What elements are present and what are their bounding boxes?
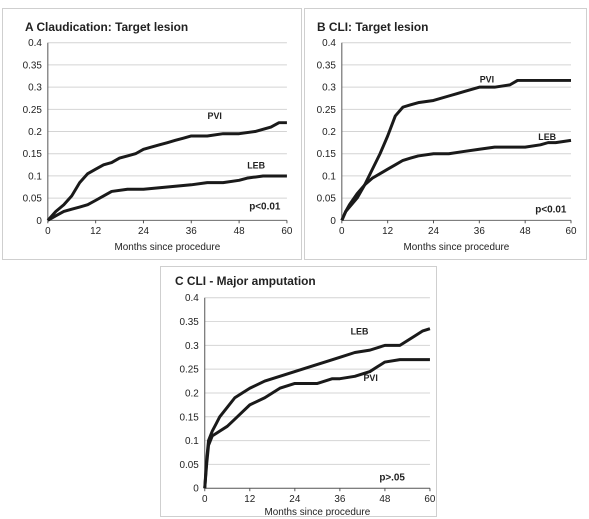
y-tick-label: 0.4 bbox=[28, 38, 42, 49]
y-tick-label: 0.35 bbox=[23, 60, 43, 71]
series-label-pvi: PVI bbox=[208, 111, 222, 121]
x-tick-label: 36 bbox=[186, 226, 198, 237]
x-tick-label: 0 bbox=[339, 226, 345, 237]
chart-svg-b: B CLI: Target lesion 0 0.05 0.1 0.15 0.2 0.25 0… bbox=[317, 20, 577, 253]
panel-b-cli-target-lesion: B CLI: Target lesion 0 0.05 0.1 0.15 0.2 0.25 0… bbox=[304, 8, 587, 260]
x-tick-label: 0 bbox=[202, 494, 208, 505]
y-tick-label: 0.05 bbox=[23, 194, 43, 205]
y-tick-label: 0.1 bbox=[322, 171, 336, 182]
x-tick-label: 36 bbox=[334, 494, 346, 505]
y-tick-label: 0 bbox=[330, 216, 336, 227]
x-axis-label: Months since procedure bbox=[404, 242, 510, 253]
series-line-pvi bbox=[46, 121, 287, 222]
y-tick-label: 0.05 bbox=[180, 460, 200, 471]
x-tick-label: 48 bbox=[379, 494, 391, 505]
series-line-leb bbox=[47, 174, 287, 222]
series-label-leb: LEB bbox=[351, 326, 369, 336]
chart-title: C CLI - Major amputation bbox=[175, 274, 316, 288]
y-tick-label: 0 bbox=[36, 216, 42, 227]
y-tick-label: 0.3 bbox=[185, 341, 199, 352]
y-tick-label: 0.05 bbox=[317, 194, 337, 205]
y-tick-label: 0.3 bbox=[28, 83, 42, 94]
series-line-pvi bbox=[203, 358, 430, 489]
y-tick-label: 0.2 bbox=[185, 388, 199, 399]
x-axis-label: Months since procedure bbox=[115, 242, 221, 253]
chart-title: B CLI: Target lesion bbox=[317, 20, 428, 34]
p-value-annotation: p<0.01 bbox=[249, 201, 281, 212]
chart-svg-a: A Claudication: Target lesion 0 0.05 0.1 0.1… bbox=[23, 20, 293, 253]
x-axis-label: Months since procedure bbox=[264, 507, 370, 516]
y-tick-label: 0.4 bbox=[185, 293, 199, 304]
x-tick-label: 0 bbox=[45, 226, 51, 237]
y-tick-label: 0.2 bbox=[322, 127, 336, 138]
x-tick-label: 60 bbox=[565, 226, 577, 237]
series-line-leb bbox=[340, 138, 572, 221]
x-tick-label: 60 bbox=[281, 226, 293, 237]
y-tick-label: 0.1 bbox=[185, 436, 199, 447]
series-line-pvi bbox=[340, 78, 571, 221]
y-tick-label: 0.25 bbox=[180, 365, 200, 376]
series-label-leb: LEB bbox=[247, 161, 265, 171]
chart-svg-c: C CLI - Major amputation 0 0.05 0.1 0.15 0.2 0… bbox=[175, 274, 436, 516]
x-tick-label: 60 bbox=[424, 494, 436, 505]
y-tick-label: 0.35 bbox=[317, 60, 337, 71]
x-tick-label: 48 bbox=[234, 226, 246, 237]
y-tick-label: 0.25 bbox=[23, 105, 43, 116]
y-tick-label: 0.35 bbox=[180, 317, 200, 328]
series-label-leb: LEB bbox=[538, 132, 556, 142]
y-tick-label: 0.25 bbox=[317, 105, 337, 116]
p-value-annotation: p>.05 bbox=[379, 472, 405, 483]
x-tick-label: 12 bbox=[90, 226, 102, 237]
panel-c-cli-major-amputation: C CLI - Major amputation 0 0.05 0.1 0.15 0.2 0… bbox=[160, 266, 437, 517]
x-tick-label: 24 bbox=[289, 494, 301, 505]
panel-a-claudication-target-lesion: A Claudication: Target lesion 0 0.05 0.1 0.1… bbox=[2, 8, 302, 260]
x-tick-label: 12 bbox=[382, 226, 394, 237]
x-tick-label: 48 bbox=[520, 226, 532, 237]
y-tick-label: 0.15 bbox=[23, 149, 43, 160]
series-label-pvi: PVI bbox=[480, 74, 494, 84]
chart-title: A Claudication: Target lesion bbox=[25, 20, 188, 34]
y-tick-label: 0.3 bbox=[322, 83, 336, 94]
y-tick-label: 0.15 bbox=[317, 149, 337, 160]
x-tick-label: 12 bbox=[244, 494, 256, 505]
y-tick-label: 0.4 bbox=[322, 38, 336, 49]
x-tick-label: 24 bbox=[138, 226, 150, 237]
p-value-annotation: p<0.01 bbox=[535, 204, 567, 215]
x-tick-label: 36 bbox=[474, 226, 486, 237]
series-line-leb bbox=[203, 327, 431, 489]
x-tick-label: 24 bbox=[428, 226, 440, 237]
y-tick-label: 0.15 bbox=[180, 412, 200, 423]
y-tick-label: 0 bbox=[193, 484, 199, 495]
series-label-pvi: PVI bbox=[363, 373, 377, 383]
y-tick-label: 0.2 bbox=[28, 127, 42, 138]
y-tick-label: 0.1 bbox=[28, 171, 42, 182]
